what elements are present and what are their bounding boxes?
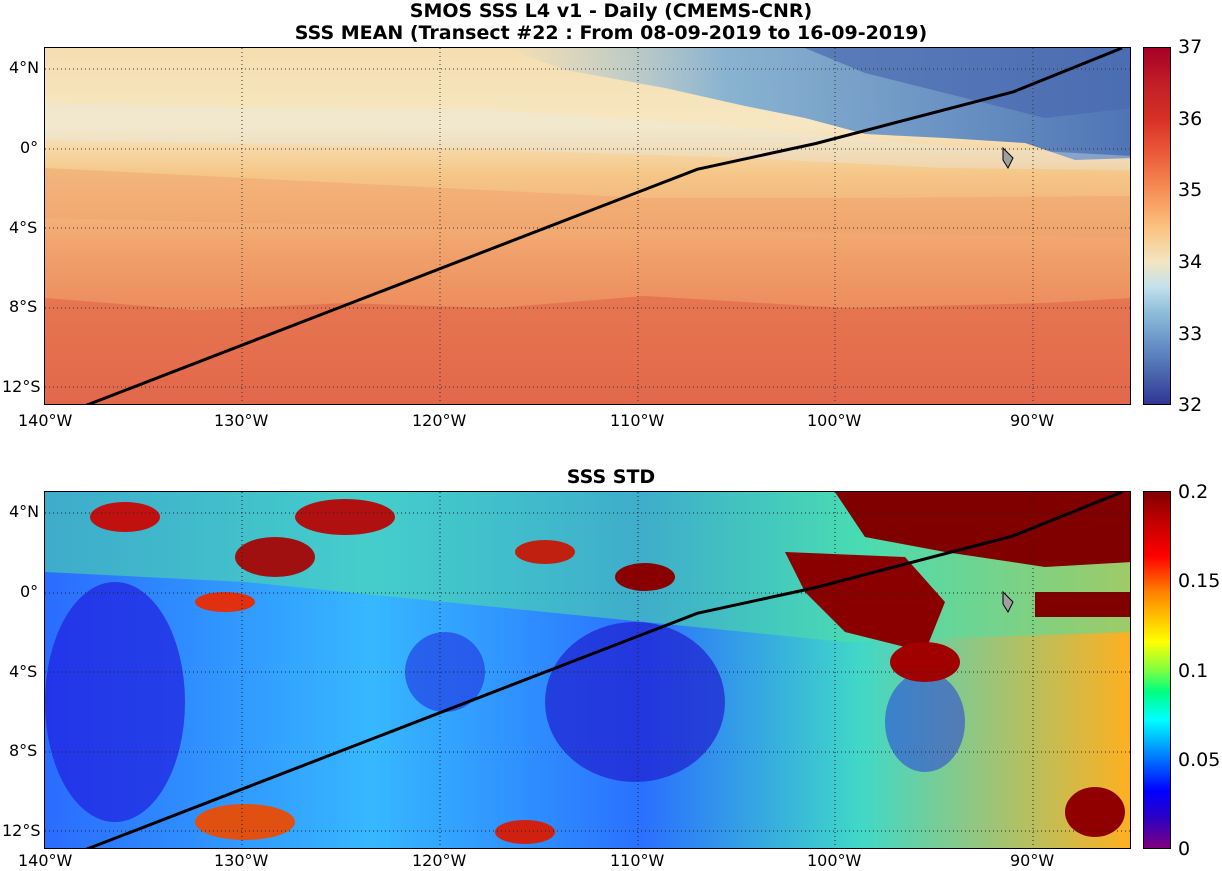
lon-label-130w: 130°W <box>214 411 269 430</box>
lon-label-110w: 110°W <box>610 411 665 430</box>
lon-label-130w: 130°W <box>214 851 269 870</box>
mean-cb-tick-37: 37 <box>1178 36 1203 58</box>
lat-label-8s: 8°S <box>9 741 38 760</box>
sss-std-colorbar <box>1143 491 1171 849</box>
lon-label-120w: 120°W <box>412 411 467 430</box>
sss-std-field <box>45 492 1130 848</box>
lat-label-0: 0° <box>20 582 39 601</box>
lon-label-100w: 100°W <box>807 851 862 870</box>
sss-mean-map <box>44 47 1131 405</box>
lon-label-90w: 90°W <box>1010 851 1055 870</box>
sss-std-map <box>44 491 1131 849</box>
lat-label-12s: 12°S <box>2 377 41 396</box>
mean-cb-tick-36: 36 <box>1178 108 1203 130</box>
std-cb-tick-0: 0 <box>1178 838 1191 860</box>
mean-cb-tick-32: 32 <box>1178 394 1203 416</box>
lat-label-4s: 4°S <box>9 218 38 237</box>
lon-label-100w: 100°W <box>807 411 862 430</box>
lat-label-12s: 12°S <box>2 821 41 840</box>
mean-cb-tick-35: 35 <box>1178 179 1203 201</box>
mean-cb-tick-34: 34 <box>1178 251 1203 273</box>
lon-label-140w: 140°W <box>18 851 73 870</box>
lon-label-90w: 90°W <box>1010 411 1055 430</box>
lat-label-8s: 8°S <box>9 297 38 316</box>
lat-label-4s: 4°S <box>9 662 38 681</box>
std-cb-tick-0.05: 0.05 <box>1178 749 1221 771</box>
sss-mean-colorbar <box>1143 47 1171 405</box>
galapagos-island <box>1002 146 1014 170</box>
transect-line <box>85 492 1123 848</box>
std-cb-tick-0.2: 0.2 <box>1178 481 1209 503</box>
figure-title-line2: SSS MEAN (Transect #22 : From 08-09-2019… <box>294 22 928 44</box>
transect-line <box>85 48 1123 404</box>
mean-cb-tick-33: 33 <box>1178 323 1203 345</box>
lat-label-0: 0° <box>20 138 39 157</box>
figure-title-line1: SMOS SSS L4 v1 - Daily (CMEMS-CNR) <box>409 0 813 22</box>
std-panel-title: SSS STD <box>566 466 656 488</box>
galapagos-island <box>1002 590 1014 614</box>
std-cb-tick-0.1: 0.1 <box>1178 660 1209 682</box>
lon-label-110w: 110°W <box>610 851 665 870</box>
lat-label-4n: 4°N <box>9 502 40 521</box>
lon-label-140w: 140°W <box>18 411 73 430</box>
std-cb-tick-0.15: 0.15 <box>1178 570 1221 592</box>
lat-label-4n: 4°N <box>9 58 40 77</box>
lon-label-120w: 120°W <box>412 851 467 870</box>
sss-mean-field <box>45 48 1130 404</box>
